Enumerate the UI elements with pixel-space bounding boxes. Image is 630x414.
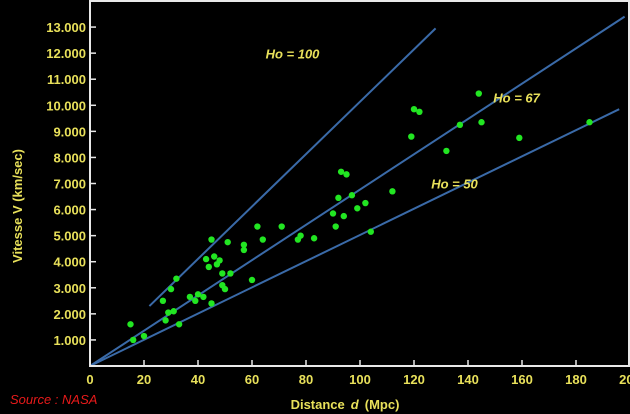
data-point-16 [208, 300, 215, 307]
y-tick-label-0: 1.000 [53, 333, 86, 348]
data-point-5 [165, 309, 172, 316]
x-tick-label-4: 80 [299, 372, 313, 387]
x-tick-label-10: 200 [619, 372, 630, 387]
fit-line-label-1: Ho = 67 [493, 91, 540, 106]
data-point-37 [335, 194, 342, 202]
data-point-28 [248, 276, 256, 284]
data-point-0 [127, 321, 134, 328]
data-point-11 [192, 297, 199, 305]
data-point-6 [167, 285, 175, 293]
y-axis-title: Vitesse V (km/sec) [10, 149, 25, 263]
data-point-42 [354, 205, 361, 212]
x-tick-label-8: 160 [511, 372, 533, 387]
data-point-13 [200, 293, 207, 301]
data-point-2 [140, 332, 148, 340]
fit-line-label-2: Ho = 50 [431, 177, 478, 192]
data-point-33 [297, 232, 304, 239]
data-point-31 [278, 223, 285, 230]
data-point-17 [208, 236, 215, 243]
source-note: Source : NASA [10, 392, 97, 407]
data-point-8 [173, 275, 180, 282]
data-point-10 [186, 293, 194, 301]
data-point-35 [329, 210, 337, 217]
x-tick-label-3: 60 [245, 372, 259, 387]
x-axis: 0 20 40 60 80 100 120 140 160 180 200 [86, 360, 630, 387]
fit-line-1 [89, 15, 626, 367]
y-tick-label-12: 13.000 [46, 20, 86, 35]
y-tick-label-3: 4.000 [53, 255, 86, 270]
y-tick-label-8: 9.000 [53, 124, 86, 139]
data-point-45 [389, 188, 396, 195]
y-tick-label-1: 2.000 [53, 307, 86, 322]
x-tick-label-6: 120 [403, 372, 425, 387]
data-point-39 [340, 212, 347, 220]
data-point-44 [367, 228, 374, 235]
data-point-29 [254, 223, 261, 230]
data-point-12 [194, 291, 202, 298]
data-point-34 [310, 235, 318, 242]
data-point-4 [162, 317, 169, 324]
data-point-1 [130, 336, 137, 344]
fit-line-label-0: Ho = 100 [266, 46, 321, 61]
data-point-36 [332, 223, 339, 230]
x-tick-label-7: 140 [457, 372, 479, 387]
x-tick-label-5: 100 [349, 372, 371, 387]
data-point-30 [259, 236, 266, 243]
data-point-18 [211, 253, 218, 260]
data-point-9 [175, 321, 183, 328]
data-point-40 [343, 171, 350, 178]
x-axis-title: Distance d (Mpc) [291, 397, 400, 412]
data-point-48 [416, 108, 423, 116]
data-point-50 [456, 121, 464, 129]
x-tick-label-2: 40 [191, 372, 205, 387]
data-point-51 [475, 90, 482, 97]
data-point-27 [240, 241, 248, 248]
data-point-53 [516, 134, 523, 142]
y-tick-label-10: 11.000 [47, 72, 86, 87]
data-point-23 [221, 285, 229, 293]
data-point-52 [478, 119, 485, 126]
data-point-24 [224, 238, 231, 246]
y-tick-label-4: 5.000 [53, 229, 86, 244]
x-tick-label-9: 180 [565, 372, 587, 387]
data-point-41 [348, 192, 356, 199]
data-point-3 [159, 297, 167, 305]
fit-line-0 [148, 27, 437, 307]
data-point-54 [586, 119, 593, 126]
y-axis: 1.000 2.000 3.000 4.000 5.000 6.000 7.000 8.000… [46, 20, 96, 348]
data-point-20 [216, 257, 223, 264]
data-point-46 [408, 133, 415, 140]
y-tick-label-7: 8.000 [53, 150, 86, 165]
data-point-25 [227, 270, 234, 277]
data-point-22 [219, 270, 226, 277]
data-point-14 [202, 255, 210, 263]
x-axis-title-prefix: Distance [291, 397, 345, 412]
y-tick-label-5: 6.000 [53, 203, 86, 218]
y-tick-label-11: 12.000 [46, 46, 86, 61]
data-point-15 [205, 263, 212, 271]
data-point-7 [170, 308, 177, 315]
data-point-47 [410, 105, 418, 113]
data-point-38 [337, 168, 345, 175]
data-points [127, 90, 593, 344]
data-point-43 [362, 199, 369, 207]
line-annotations: Ho = 100 Ho = 67 Ho = 50 [266, 46, 541, 191]
y-tick-label-2: 3.000 [53, 281, 86, 296]
y-tick-label-6: 7.000 [53, 177, 86, 192]
data-point-26 [240, 246, 248, 254]
x-axis-title-var: d [351, 397, 360, 412]
y-tick-label-9: 10.000 [46, 98, 86, 113]
data-point-49 [443, 147, 450, 155]
x-tick-label-0: 0 [86, 372, 93, 387]
x-axis-title-unit: (Mpc) [365, 397, 400, 412]
x-tick-label-1: 20 [137, 372, 151, 387]
